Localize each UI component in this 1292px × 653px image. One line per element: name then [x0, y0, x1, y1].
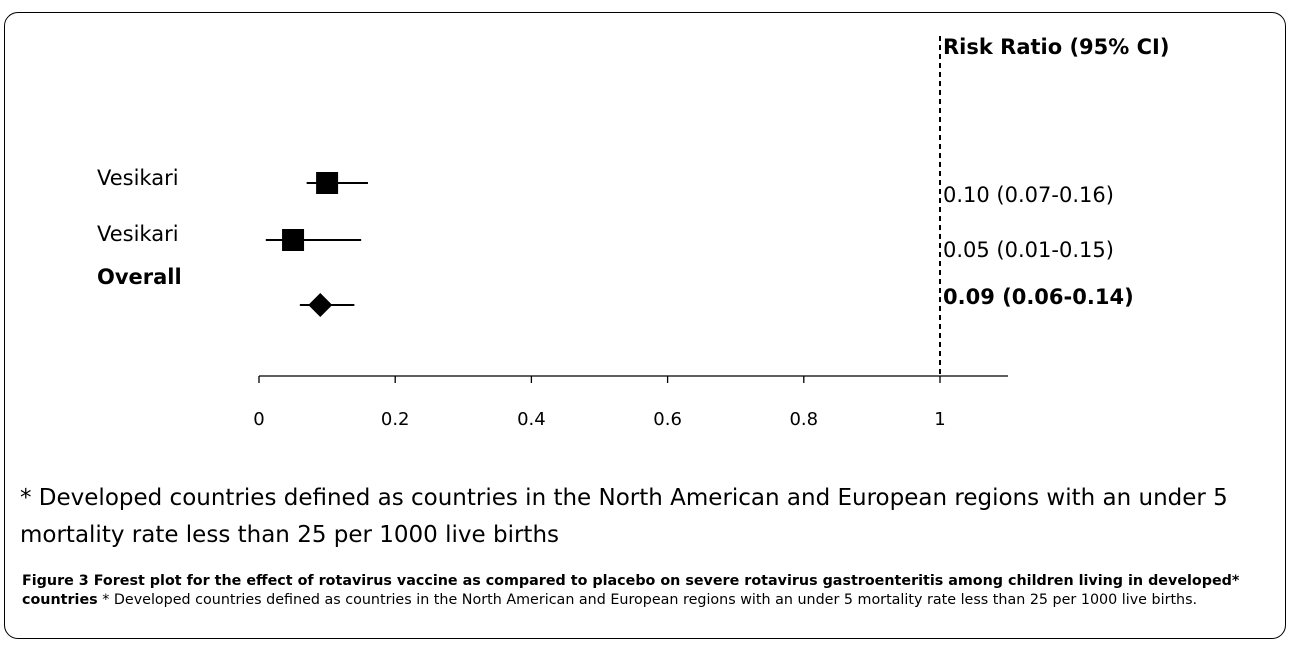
- pooled-estimate-diamond: [308, 293, 333, 317]
- figure-footnote: * Developed countries defined as countri…: [20, 485, 1228, 548]
- x-tick-label-2: 0.4: [517, 409, 546, 430]
- point-estimate-square: [316, 172, 339, 194]
- point-estimate-square: [282, 229, 305, 251]
- x-tick-label-1: 0.2: [381, 409, 410, 430]
- x-tick-label-5: 1: [934, 409, 945, 430]
- study-label: Vesikari: [97, 222, 179, 246]
- overall-ci-text: 0.09 (0.06-0.14): [943, 285, 1134, 309]
- ci-text: 0.05 (0.01-0.15): [943, 238, 1114, 262]
- x-tick-label-0: 0: [253, 409, 264, 430]
- x-tick-label-4: 0.8: [789, 409, 818, 430]
- overall-row: Overall 0.09 (0.06-0.14): [97, 265, 1134, 317]
- forest-plot: 0 0.2 0.4 0.6 0.8 1 Risk Ratio (95% CI) Vesik…: [97, 35, 1169, 430]
- figure-frame: [4, 12, 1286, 639]
- caption-text: * Developed countries defined as countri…: [97, 592, 1198, 608]
- study-row-1: Vesikari 0.10 (0.07-0.16): [97, 166, 1114, 207]
- overall-label: Overall: [97, 265, 182, 289]
- study-label: Vesikari: [97, 166, 179, 190]
- ci-header: Risk Ratio (95% CI): [943, 35, 1169, 59]
- ci-text: 0.10 (0.07-0.16): [943, 183, 1114, 207]
- study-rows: Vesikari 0.10 (0.07-0.16) Vesikari 0.05 (0.…: [97, 166, 1134, 317]
- study-row-2: Vesikari 0.05 (0.01-0.15): [97, 222, 1114, 262]
- caption-title: Figure 3 Forest plot for the effect of r…: [22, 573, 1240, 608]
- figure-caption: Figure 3 Forest plot for the effect of r…: [22, 572, 1272, 610]
- x-tick-label-3: 0.6: [653, 409, 682, 430]
- x-axis: 0 0.2 0.4 0.6 0.8 1: [253, 375, 1008, 430]
